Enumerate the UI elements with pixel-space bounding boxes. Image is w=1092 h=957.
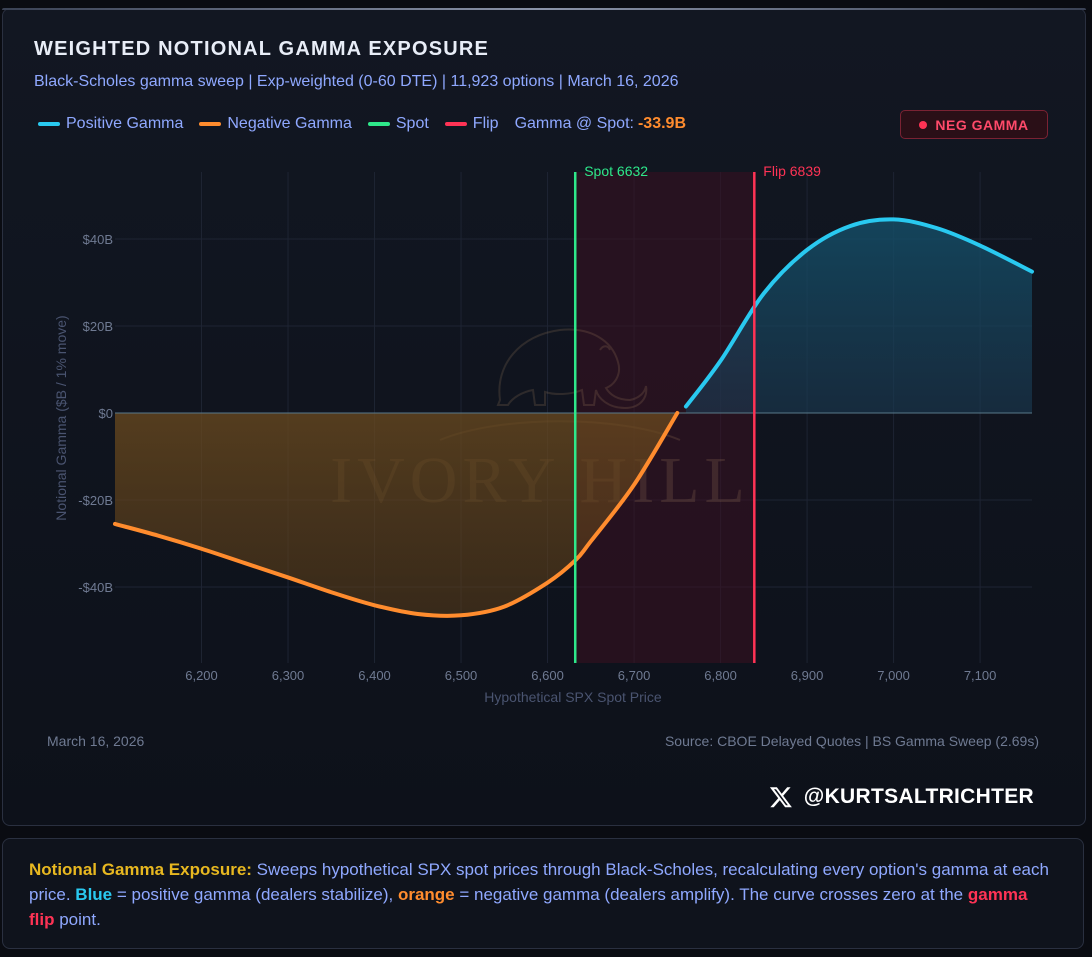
legend-label-flip: Flip bbox=[472, 115, 499, 132]
x-logo-icon bbox=[769, 787, 792, 808]
social-handle[interactable]: @KURTSALTRICHTER bbox=[768, 785, 1034, 809]
footer-source: Source: CBOE Delayed Quotes | BS Gamma S… bbox=[664, 733, 1039, 749]
status-dot-icon bbox=[919, 120, 928, 129]
legend-swatch-flip bbox=[444, 122, 467, 126]
note-lead: Notional Gamma Exposure: bbox=[29, 860, 252, 879]
neg-gamma-badge-label: NEG GAMMA bbox=[935, 116, 1029, 133]
note-text-3: = negative gamma (dealers amplify). The … bbox=[454, 885, 968, 904]
x-tick-label: 6,700 bbox=[618, 668, 651, 683]
axes: 6,200 6,300 6,400 6,500 6,600 6,700 6,800 6,900… bbox=[53, 232, 996, 705]
x-tick-label: 6,600 bbox=[531, 668, 564, 683]
gamma-lines bbox=[113, 217, 1034, 618]
legend-item-flip: Flip bbox=[444, 115, 499, 133]
neg-gamma-badge: NEG GAMMA bbox=[900, 110, 1048, 139]
legend-item-negative: Negative Gamma bbox=[199, 115, 352, 133]
x-tick-label: 6,800 bbox=[704, 668, 737, 683]
vline-label-flip: Flip 6839 bbox=[763, 163, 821, 179]
annotation-lines: Spot 6632 Flip 6839 bbox=[573, 163, 821, 663]
x-axis-label: Hypothetical SPX Spot Price bbox=[484, 689, 662, 705]
legend-item-positive: Positive Gamma bbox=[38, 115, 183, 133]
x-tick-label: 6,200 bbox=[185, 668, 218, 683]
x-tick-label: 6,500 bbox=[445, 668, 478, 683]
chart-subtitle: Black-Scholes gamma sweep | Exp-weighted… bbox=[34, 73, 679, 90]
area-positive-gamma bbox=[685, 219, 1032, 413]
gamma-at-spot: Gamma @ Spot: -33.9B bbox=[515, 115, 686, 133]
legend-swatch-positive bbox=[38, 122, 60, 126]
note-text-4: point. bbox=[54, 910, 101, 929]
legend-swatch-negative bbox=[199, 122, 222, 126]
legend: Positive Gamma Negative Gamma Spot Flip … bbox=[38, 115, 702, 133]
x-tick-label: 6,300 bbox=[272, 668, 305, 683]
chart-title: WEIGHTED NOTIONAL GAMMA EXPOSURE bbox=[34, 38, 490, 60]
gamma-at-spot-label: Gamma @ Spot: bbox=[514, 115, 634, 132]
y-tick-label: -$20B bbox=[78, 493, 113, 508]
x-tick-label: 6,400 bbox=[358, 668, 391, 683]
note-flip: gamma flip bbox=[29, 885, 1028, 929]
gamma-areas bbox=[115, 219, 1032, 616]
explanation-note: Notional Gamma Exposure: Sweeps hypothet… bbox=[2, 838, 1084, 949]
panel-top-border bbox=[2, 8, 1086, 10]
note-text-1: Sweeps hypothetical SPX spot prices thro… bbox=[29, 860, 1049, 904]
y-tick-label: $0 bbox=[99, 406, 113, 421]
x-tick-label: 6,900 bbox=[791, 668, 824, 683]
y-tick-label: $40B bbox=[83, 232, 113, 247]
x-tick-label: 7,100 bbox=[964, 668, 997, 683]
legend-label-spot: Spot bbox=[395, 115, 429, 132]
gamma-at-spot-value: -33.9B bbox=[637, 115, 686, 132]
vline-label-spot: Spot 6632 bbox=[584, 163, 648, 179]
legend-swatch-spot bbox=[367, 122, 390, 126]
legend-label-negative: Negative Gamma bbox=[227, 115, 352, 132]
x-tick-label: 7,000 bbox=[877, 668, 910, 683]
y-tick-label: $20B bbox=[83, 319, 113, 334]
footer-date: March 16, 2026 bbox=[47, 733, 145, 749]
line-negative-gamma bbox=[113, 411, 680, 618]
legend-label-positive: Positive Gamma bbox=[66, 115, 184, 132]
legend-item-spot: Spot bbox=[367, 115, 429, 133]
y-tick-label: -$40B bbox=[78, 580, 113, 595]
y-axis-label: Notional Gamma ($B / 1% move) bbox=[53, 315, 69, 520]
note-text-2: = positive gamma (dealers stabilize), bbox=[112, 885, 398, 904]
note-orange: orange bbox=[397, 885, 455, 904]
social-handle-text: @KURTSALTRICHTER bbox=[803, 785, 1034, 808]
line-positive-gamma bbox=[683, 217, 1034, 409]
note-blue: Blue bbox=[75, 885, 113, 904]
